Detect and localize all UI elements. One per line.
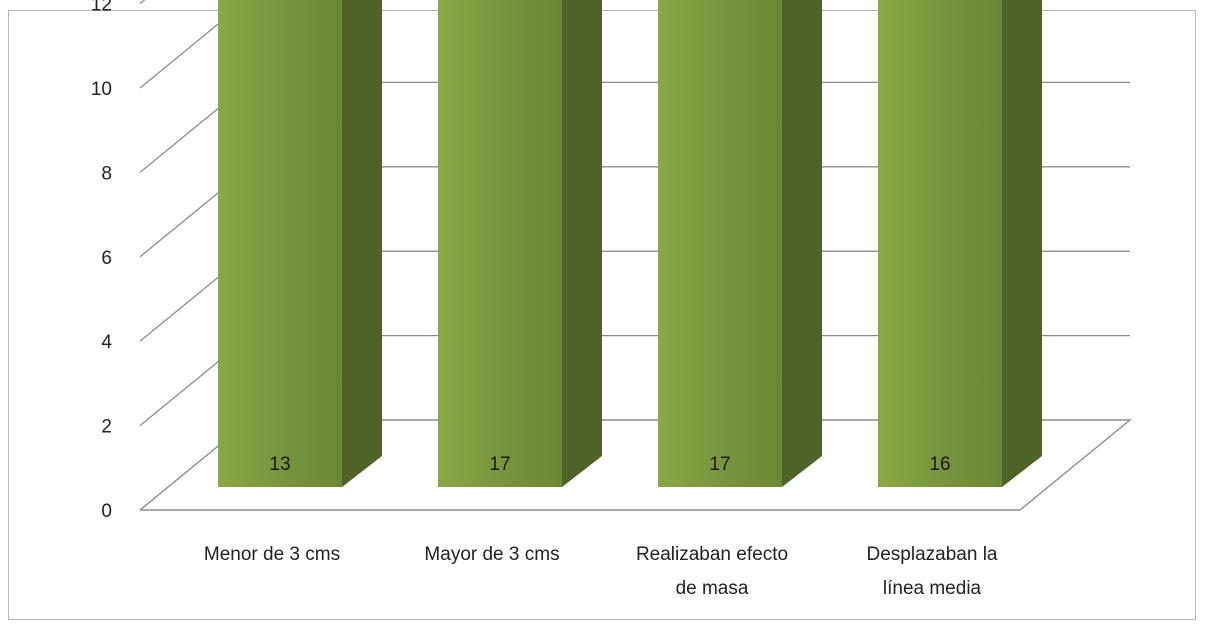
- y-tick-label: 2: [101, 417, 112, 438]
- category-label: Menor de 3 cms: [204, 544, 340, 565]
- y-tick-label: 6: [101, 248, 112, 269]
- category-label: de masa: [676, 578, 749, 599]
- bar-side: [562, 0, 602, 487]
- y-tick-label: 8: [101, 163, 112, 184]
- y-tick-label: 10: [91, 79, 112, 100]
- y-axis-ticks: 024681012141618: [91, 0, 113, 522]
- category-label: línea media: [883, 578, 982, 599]
- bar: [658, 0, 822, 488]
- bar-front: [878, 0, 1002, 488]
- bar: [218, 0, 382, 487]
- category-label: Realizaban efecto: [636, 544, 788, 565]
- bar: [878, 0, 1042, 488]
- data-labels: 13 17 17 16: [269, 454, 950, 475]
- bar-front: [438, 0, 562, 488]
- y-tick-label: 0: [101, 501, 112, 522]
- data-label: 16: [929, 454, 950, 475]
- bar: [438, 0, 602, 488]
- bar-side: [1002, 0, 1042, 487]
- category-label: Desplazaban la: [867, 544, 998, 565]
- bar-side: [342, 0, 382, 487]
- y-tick-label: 12: [91, 0, 112, 16]
- x-axis-labels: Menor de 3 cms Mayor de 3 cms Realizaban e…: [204, 544, 998, 599]
- bars: [218, 0, 1042, 488]
- bar-front: [218, 0, 342, 487]
- y-tick-label: 4: [101, 332, 112, 353]
- bar-side: [782, 0, 822, 487]
- data-label: 13: [269, 454, 290, 475]
- bar-front: [658, 0, 782, 488]
- data-label: 17: [709, 454, 730, 475]
- data-label: 17: [489, 454, 510, 475]
- category-label: Mayor de 3 cms: [424, 544, 559, 565]
